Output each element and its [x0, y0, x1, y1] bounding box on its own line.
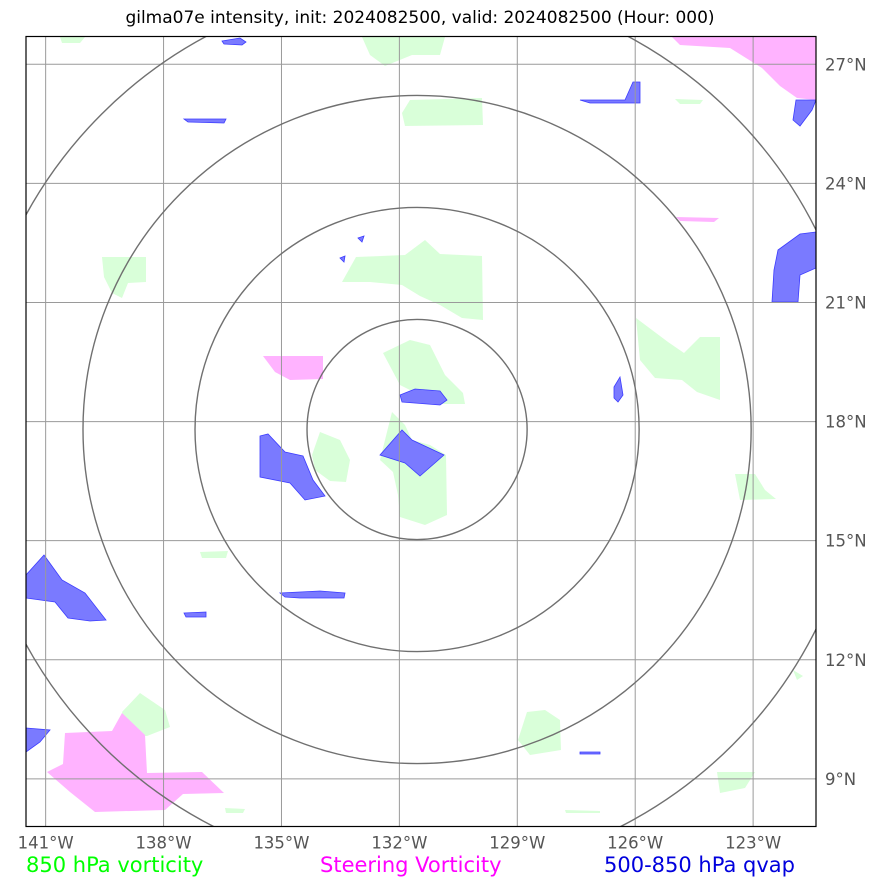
latitude-tick-label: 21°N: [825, 293, 867, 312]
qvap-region: [399, 388, 448, 406]
qvap-region: [339, 255, 346, 263]
latitude-labels: 27°N 24°N 21°N 18°N 15°N 12°N 9°N: [825, 55, 867, 789]
map-title: gilma07e intensity, init: 2024082500, va…: [125, 8, 715, 28]
steering-regions: [47, 37, 816, 812]
qvap-region: [26, 554, 107, 622]
steering-region: [263, 356, 323, 380]
field-layer: [26, 37, 816, 813]
range-ring: [82, 94, 752, 765]
vorticity-region: [342, 240, 483, 320]
qvap-region: [579, 751, 601, 755]
vorticity-region: [735, 474, 776, 500]
longitude-tick-label: 135°W: [253, 834, 309, 853]
vorticity-region: [312, 432, 350, 482]
longitude-tick-label: 129°W: [489, 834, 545, 853]
longitude-tick-label: 138°W: [136, 834, 192, 853]
qvap-region: [379, 429, 445, 477]
qvap-region: [579, 81, 641, 104]
qvap-region: [278, 590, 346, 599]
qvap-region: [259, 433, 326, 501]
qvap-region: [183, 611, 207, 618]
latitude-tick-label: 24°N: [825, 174, 867, 193]
qvap-region: [613, 375, 624, 403]
vorticity-region: [675, 99, 703, 104]
vorticity-region: [200, 551, 228, 558]
vorticity-region: [518, 710, 561, 755]
graticule: [26, 36, 816, 827]
vorticity-region: [717, 772, 755, 793]
longitude-tick-label: 123°W: [725, 834, 781, 853]
steering-region: [676, 217, 719, 222]
vorticity-region: [402, 98, 483, 126]
vorticity-region: [362, 37, 445, 66]
map-frame: [25, 35, 817, 828]
range-ring: [194, 206, 640, 653]
legend-qvap: 500-850 hPa qvap: [604, 853, 795, 877]
longitude-labels: 141°W 138°W 135°W 132°W 129°W 126°W 123°W: [18, 834, 782, 853]
steering-region: [672, 37, 816, 100]
range-rings: [26, 36, 816, 827]
legend-steering-vorticity: Steering Vorticity: [320, 853, 502, 877]
latitude-tick-label: 9°N: [825, 770, 856, 789]
latitude-tick-label: 12°N: [825, 651, 867, 670]
qvap-regions: [26, 37, 816, 755]
vorticity-region: [225, 808, 245, 813]
steering-region: [47, 713, 224, 812]
qvap-region: [182, 118, 227, 124]
latitude-tick-label: 18°N: [825, 413, 867, 432]
longitude-tick-label: 132°W: [371, 834, 427, 853]
qvap-region: [771, 231, 816, 303]
vorticity-region: [793, 670, 803, 680]
qvap-region: [792, 99, 816, 127]
latitude-tick-label: 27°N: [825, 55, 867, 74]
latitude-tick-label: 15°N: [825, 532, 867, 551]
vorticity-region: [102, 257, 146, 298]
vorticity-region: [60, 37, 85, 43]
longitude-tick-label: 126°W: [607, 834, 663, 853]
qvap-region: [357, 235, 365, 243]
qvap-region: [26, 727, 51, 753]
range-ring: [306, 318, 528, 541]
vorticity-regions: [60, 37, 803, 813]
vorticity-region: [383, 340, 465, 404]
legend-vorticity: 850 hPa vorticity: [26, 853, 204, 877]
vorticity-region: [636, 318, 720, 400]
qvap-region: [221, 37, 247, 46]
vorticity-region: [565, 810, 600, 813]
longitude-tick-label: 141°W: [18, 834, 74, 853]
